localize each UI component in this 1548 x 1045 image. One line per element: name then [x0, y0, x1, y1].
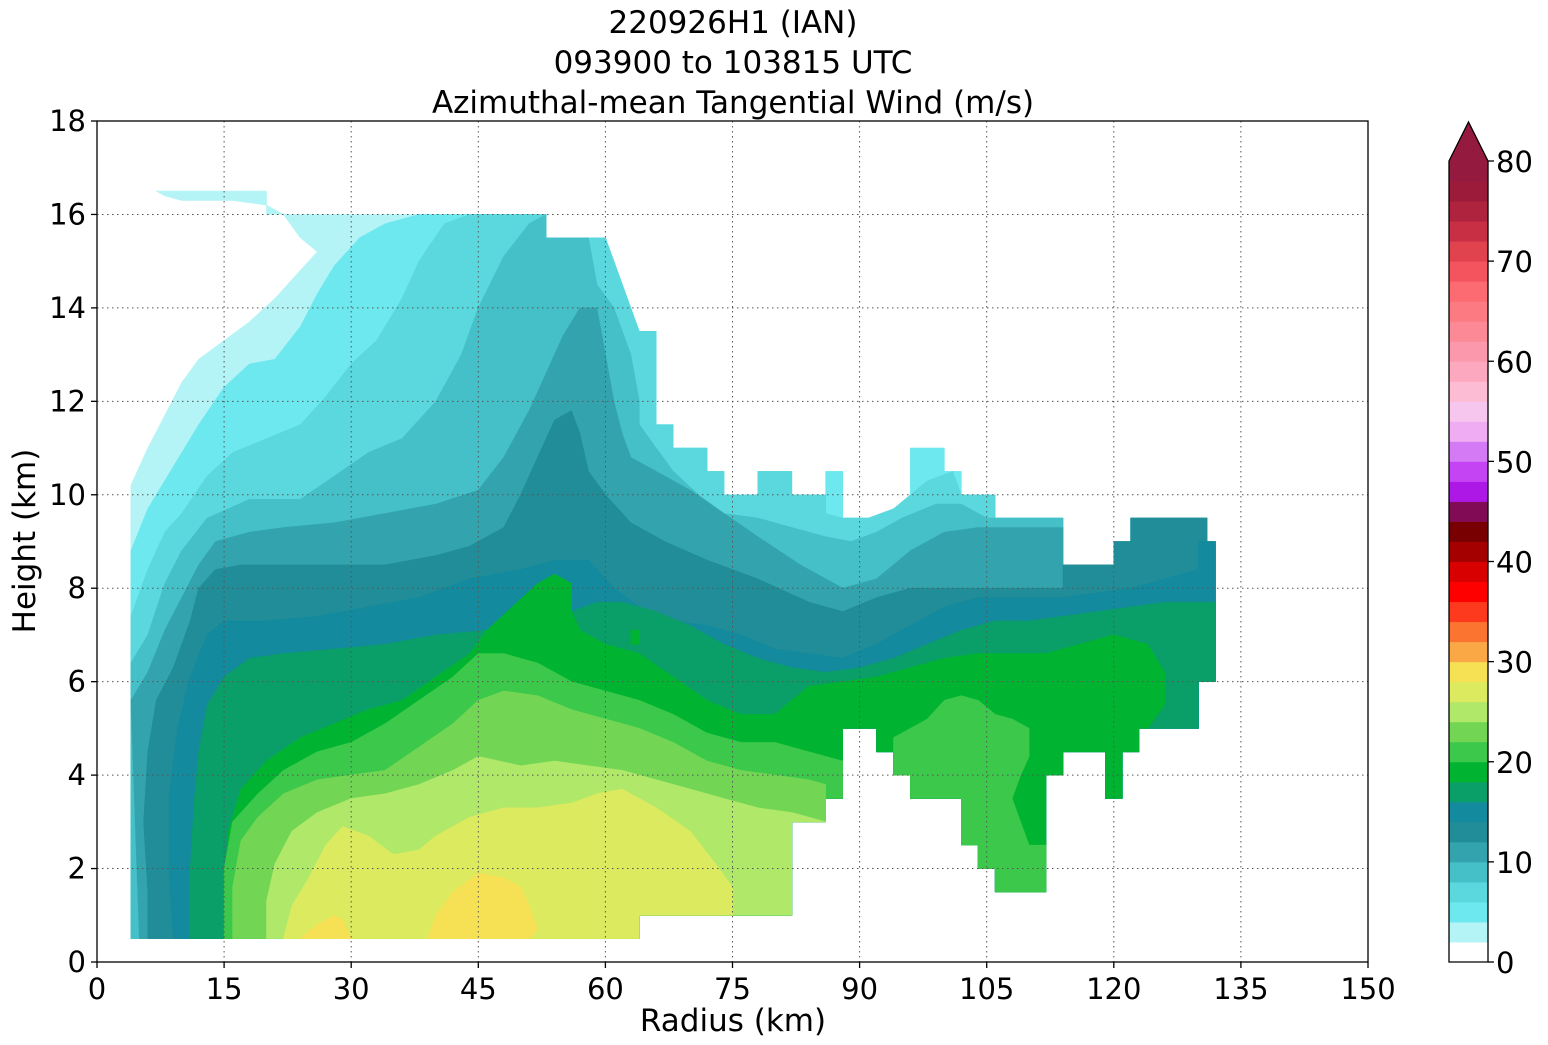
colorbar-swatch-58 — [1449, 361, 1488, 382]
colorbar-swatch-36 — [1449, 581, 1488, 603]
colorbar-swatch-4 — [1449, 901, 1488, 923]
contour-region-13 — [300, 914, 352, 939]
contour-region-15 — [630, 629, 640, 645]
colorbar-swatch-78 — [1449, 161, 1488, 182]
x-axis-label: Radius (km) — [640, 1003, 826, 1039]
colorbar-swatch-60 — [1449, 341, 1488, 362]
x-tick-label-45: 45 — [460, 972, 497, 1006]
colorbar-swatch-74 — [1449, 201, 1488, 222]
x-tick-label-30: 30 — [333, 972, 370, 1006]
x-tick-label-60: 60 — [587, 972, 624, 1006]
grid-lines — [97, 121, 1368, 962]
colorbar-swatch-66 — [1449, 281, 1488, 302]
colorbar-outline — [1448, 120, 1489, 963]
contour-region-14 — [427, 872, 538, 939]
title-line-3: Azimuthal-mean Tangential Wind (m/s) — [432, 85, 1034, 121]
colorbar-tick-label-80: 80 — [1496, 145, 1533, 179]
colorbar-tick-label-30: 30 — [1496, 646, 1533, 680]
colorbar-swatch-56 — [1449, 381, 1488, 402]
colorbar-swatch-62 — [1449, 321, 1488, 342]
colorbar-swatch-8 — [1449, 861, 1488, 883]
colorbar: 0 10 20 30 40 50 60 70 80 — [1448, 120, 1533, 980]
colorbar-swatch-70 — [1449, 241, 1488, 262]
colorbar-swatch-72 — [1449, 221, 1488, 242]
colorbar-tick-label-60: 60 — [1496, 345, 1533, 379]
colorbar-swatch-30 — [1449, 641, 1488, 663]
x-tick-label-135: 135 — [1213, 972, 1268, 1006]
colorbar-swatch-16 — [1449, 781, 1488, 803]
colorbar-tick-label-70: 70 — [1496, 245, 1533, 279]
colorbar-swatch-32 — [1449, 621, 1488, 643]
colorbar-swatch-54 — [1449, 401, 1488, 422]
colorbar-swatch-20 — [1449, 741, 1488, 763]
x-axis: 0 15 30 45 60 75 90 105 120 135 150 — [88, 962, 1396, 1006]
colorbar-swatch-38 — [1449, 561, 1488, 583]
colorbar-swatch-10 — [1449, 841, 1488, 863]
colorbar-swatch-64 — [1449, 301, 1488, 322]
title-line-2: 093900 to 103815 UTC — [554, 45, 913, 81]
title-line-1: 220926H1 (IAN) — [609, 5, 858, 41]
y-tick-label-12: 12 — [49, 384, 86, 418]
x-tick-label-0: 0 — [88, 972, 106, 1006]
colorbar-swatch-48 — [1449, 461, 1488, 482]
colorbar-swatch-26 — [1449, 681, 1488, 703]
colorbar-extend-arrow — [1449, 122, 1488, 161]
x-tick-label-105: 105 — [959, 972, 1014, 1006]
y-axis: 0 2 4 6 8 10 12 14 16 18 — [49, 104, 97, 979]
y-tick-label-10: 10 — [49, 478, 86, 512]
x-tick-label-120: 120 — [1086, 972, 1141, 1006]
colorbar-swatch-22 — [1449, 721, 1488, 743]
x-tick-label-150: 150 — [1340, 972, 1395, 1006]
y-tick-label-0: 0 — [68, 945, 86, 979]
y-tick-label-4: 4 — [68, 758, 86, 792]
colorbar-tick-label-50: 50 — [1496, 445, 1533, 479]
colorbar-swatch-34 — [1449, 601, 1488, 623]
y-tick-label-6: 6 — [68, 665, 86, 699]
contour-region-16 — [893, 695, 1047, 893]
colorbar-swatch-46 — [1449, 481, 1488, 502]
colorbar-swatch-76 — [1449, 181, 1488, 202]
colorbar-swatch-28 — [1449, 661, 1488, 683]
colorbar-tick-label-0: 0 — [1496, 946, 1514, 980]
y-tick-label-8: 8 — [68, 571, 86, 605]
colorbar-swatch-24 — [1449, 701, 1488, 723]
y-axis-label: Height (km) — [7, 449, 43, 634]
colorbar-swatch-44 — [1449, 501, 1488, 522]
colorbar-tick-label-10: 10 — [1496, 846, 1533, 880]
colorbar-swatch-12 — [1449, 821, 1488, 843]
colorbar-swatch-42 — [1449, 521, 1488, 542]
y-tick-label-18: 18 — [49, 104, 86, 138]
colorbar-swatch-50 — [1449, 441, 1488, 462]
colorbar-swatch-6 — [1449, 881, 1488, 903]
x-tick-label-75: 75 — [714, 972, 751, 1006]
colorbar-swatch-2 — [1449, 921, 1488, 943]
y-tick-label-2: 2 — [68, 852, 86, 886]
contour-fills — [130, 190, 1216, 939]
colorbar-swatch-18 — [1449, 761, 1488, 783]
colorbar-tick-label-20: 20 — [1496, 746, 1533, 780]
colorbar-swatch-14 — [1449, 801, 1488, 823]
chart-title: 220926H1 (IAN) 093900 to 103815 UTC Azim… — [432, 5, 1034, 121]
colorbar-tick-label-40: 40 — [1496, 546, 1533, 580]
y-tick-label-16: 16 — [49, 197, 86, 231]
colorbar-swatch-52 — [1449, 421, 1488, 442]
colorbar-swatch-68 — [1449, 261, 1488, 282]
colorbar-swatch-40 — [1449, 541, 1488, 562]
x-tick-label-90: 90 — [841, 972, 878, 1006]
colorbar-swatch-0 — [1449, 941, 1488, 963]
x-tick-label-15: 15 — [206, 972, 243, 1006]
y-tick-label-14: 14 — [49, 291, 86, 325]
